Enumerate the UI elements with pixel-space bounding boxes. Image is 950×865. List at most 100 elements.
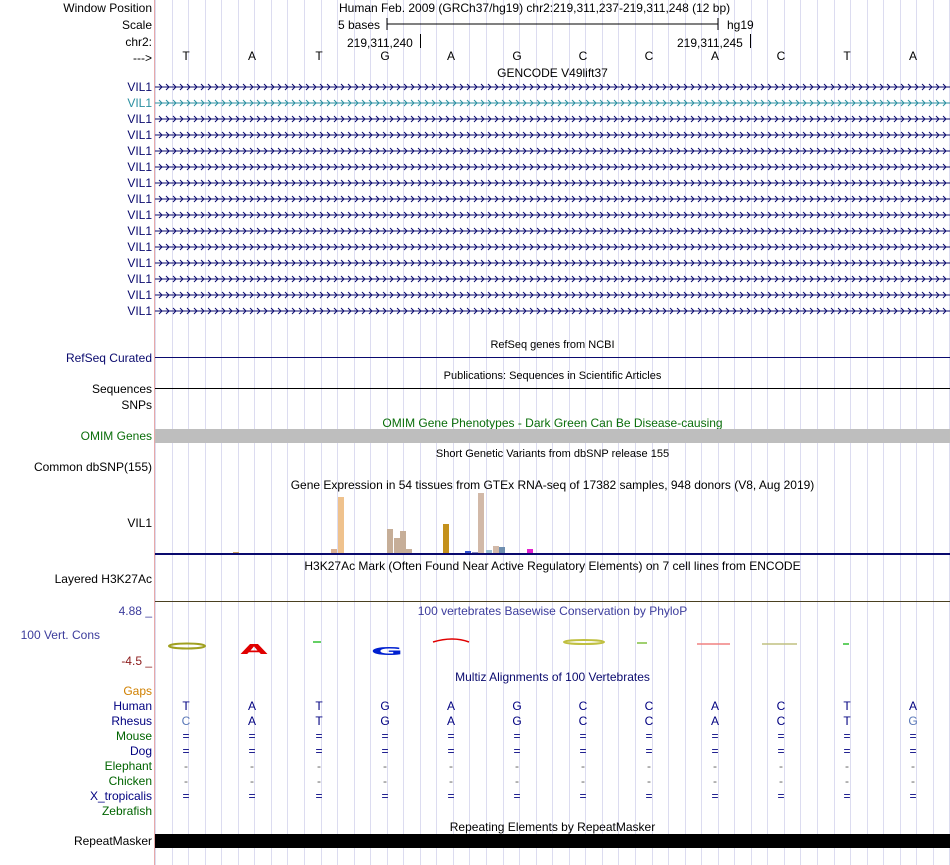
repeatmasker-track-label[interactable]: RepeatMasker <box>73 834 152 848</box>
track-data-area[interactable]: Human Feb. 2009 (GRCh37/hg19) chr2:219,3… <box>155 0 950 865</box>
gene-model[interactable] <box>155 145 950 157</box>
gene-model[interactable] <box>155 305 950 317</box>
omim-phenotype-bar[interactable] <box>155 429 950 443</box>
gtex-bar[interactable] <box>233 552 239 553</box>
gene-label-vil1[interactable]: VIL1 <box>127 112 152 126</box>
gtex-bar[interactable] <box>394 538 400 553</box>
publications-track-title[interactable]: Publications: Sequences in Scientific Ar… <box>443 370 662 382</box>
gtex-bar[interactable] <box>472 552 478 553</box>
phylop-logo[interactable]: A G <box>155 632 950 656</box>
gene-model[interactable] <box>155 289 950 301</box>
gene-label-vil1[interactable]: VIL1 <box>127 272 152 286</box>
refseq-track-label[interactable]: RefSeq Curated <box>65 351 152 365</box>
publications-track-label[interactable]: Sequences <box>91 382 152 396</box>
alignment-base: = <box>645 789 653 803</box>
species-label-mouse[interactable]: Mouse <box>115 729 152 743</box>
species-label-rhesus[interactable]: Rhesus <box>111 714 152 728</box>
gene-label-vil1[interactable]: VIL1 <box>127 240 152 254</box>
gene-model[interactable] <box>155 193 950 205</box>
gtex-bar[interactable] <box>400 531 406 553</box>
alignment-base: = <box>447 729 455 743</box>
refseq-track-title[interactable]: RefSeq genes from NCBI <box>490 339 615 351</box>
alignment-base: A <box>446 699 455 713</box>
db-label: hg19 <box>727 18 754 32</box>
gtex-bar[interactable] <box>465 551 471 553</box>
species-label-chicken[interactable]: Chicken <box>108 774 152 788</box>
gtex-bar[interactable] <box>331 549 337 553</box>
gene-model[interactable] <box>155 81 950 93</box>
gene-model[interactable] <box>155 241 950 253</box>
alignment-base: = <box>777 789 785 803</box>
gene-label-vil1[interactable]: VIL1 <box>127 192 152 206</box>
scale-label: Scale <box>121 18 152 32</box>
omim-track-label[interactable]: OMIM Genes <box>80 429 152 443</box>
species-label-gaps[interactable]: Gaps <box>123 684 152 698</box>
alignment-base: G <box>908 714 918 728</box>
gene-label-vil1[interactable]: VIL1 <box>127 160 152 174</box>
alignment-base: = <box>381 744 389 758</box>
species-label-elephant[interactable]: Elephant <box>104 759 152 773</box>
alignment-base: G <box>380 714 390 728</box>
gene-model[interactable] <box>155 113 950 125</box>
gencode-track-title[interactable]: GENCODE V49lift37 <box>497 66 608 80</box>
alignment-base: = <box>315 744 323 758</box>
repeatmasker-element[interactable] <box>155 834 950 848</box>
dbsnp-track-title[interactable]: Short Genetic Variants from dbSNP releas… <box>435 448 670 460</box>
h3k27ac-track-label[interactable]: Layered H3K27Ac <box>54 572 152 586</box>
gtex-bar[interactable] <box>493 546 499 553</box>
gtex-bar-chart[interactable] <box>155 493 950 553</box>
omim-track-title[interactable]: OMIM Gene Phenotypes - Dark Green Can Be… <box>382 416 723 430</box>
phylop-track-title[interactable]: 100 vertebrates Basewise Conservation by… <box>417 604 688 618</box>
gtex-bar[interactable] <box>387 529 393 553</box>
alignment-base: - <box>581 759 585 773</box>
species-label-zebrafish[interactable]: Zebrafish <box>101 804 152 818</box>
gene-model[interactable] <box>155 129 950 141</box>
gtex-bar[interactable] <box>499 547 505 553</box>
phylop-track-label[interactable]: 100 Vert. Cons <box>20 628 100 642</box>
gene-label-vil1[interactable]: VIL1 <box>127 224 152 238</box>
h3k27ac-track-title[interactable]: H3K27Ac Mark (Often Found Near Active Re… <box>304 559 801 573</box>
gene-label-vil1[interactable]: VIL1 <box>127 80 152 94</box>
gene-model[interactable] <box>155 209 950 221</box>
gene-model[interactable] <box>155 177 950 189</box>
gene-model[interactable] <box>155 257 950 269</box>
alignment-base: - <box>845 759 849 773</box>
gene-label-vil1[interactable]: VIL1 <box>127 288 152 302</box>
publications-line[interactable] <box>155 388 950 389</box>
gtex-track-title[interactable]: Gene Expression in 54 tissues from GTEx … <box>290 478 815 492</box>
species-label-x_tropicalis[interactable]: X_tropicalis <box>89 789 152 803</box>
repeatmasker-track-title[interactable]: Repeating Elements by RepeatMasker <box>449 820 656 834</box>
gene-label-vil1[interactable]: VIL1 <box>127 256 152 270</box>
dbsnp-track-label[interactable]: Common dbSNP(155) <box>33 460 152 474</box>
ruler-coord-left: 219,311,240 <box>347 36 413 50</box>
gtex-bar[interactable] <box>443 524 449 553</box>
gene-label-vil1[interactable]: VIL1 <box>127 144 152 158</box>
gene-model[interactable] <box>155 97 950 109</box>
gene-label-vil1[interactable]: VIL1 <box>127 304 152 318</box>
gene-model[interactable] <box>155 225 950 237</box>
gtex-bar[interactable] <box>527 549 533 553</box>
gtex-bar[interactable] <box>478 493 484 553</box>
species-label-human[interactable]: Human <box>113 699 152 713</box>
gene-label-vil1[interactable]: VIL1 <box>127 176 152 190</box>
alignment-base: C <box>181 714 191 728</box>
reference-base: T <box>182 49 190 63</box>
gene-label-vil1[interactable]: VIL1 <box>127 96 152 110</box>
gtex-gene-label[interactable]: VIL1 <box>127 516 152 530</box>
alignment-base: T <box>843 699 851 713</box>
gene-label-vil1[interactable]: VIL1 <box>127 128 152 142</box>
gene-label-vil1[interactable]: VIL1 <box>127 208 152 222</box>
alignment-base: = <box>909 744 917 758</box>
refseq-gene-line[interactable] <box>155 357 950 358</box>
gtex-bar[interactable] <box>406 549 412 553</box>
alignment-base: = <box>711 744 719 758</box>
species-label-dog[interactable]: Dog <box>129 744 152 758</box>
gene-model[interactable] <box>155 161 950 173</box>
gtex-bar[interactable] <box>486 550 492 553</box>
alignment-base: - <box>647 774 651 788</box>
gene-model[interactable] <box>155 273 950 285</box>
multiz-track-title[interactable]: Multiz Alignments of 100 Vertebrates <box>455 670 650 684</box>
gtex-bar[interactable] <box>338 497 344 553</box>
alignment-base: = <box>777 729 785 743</box>
